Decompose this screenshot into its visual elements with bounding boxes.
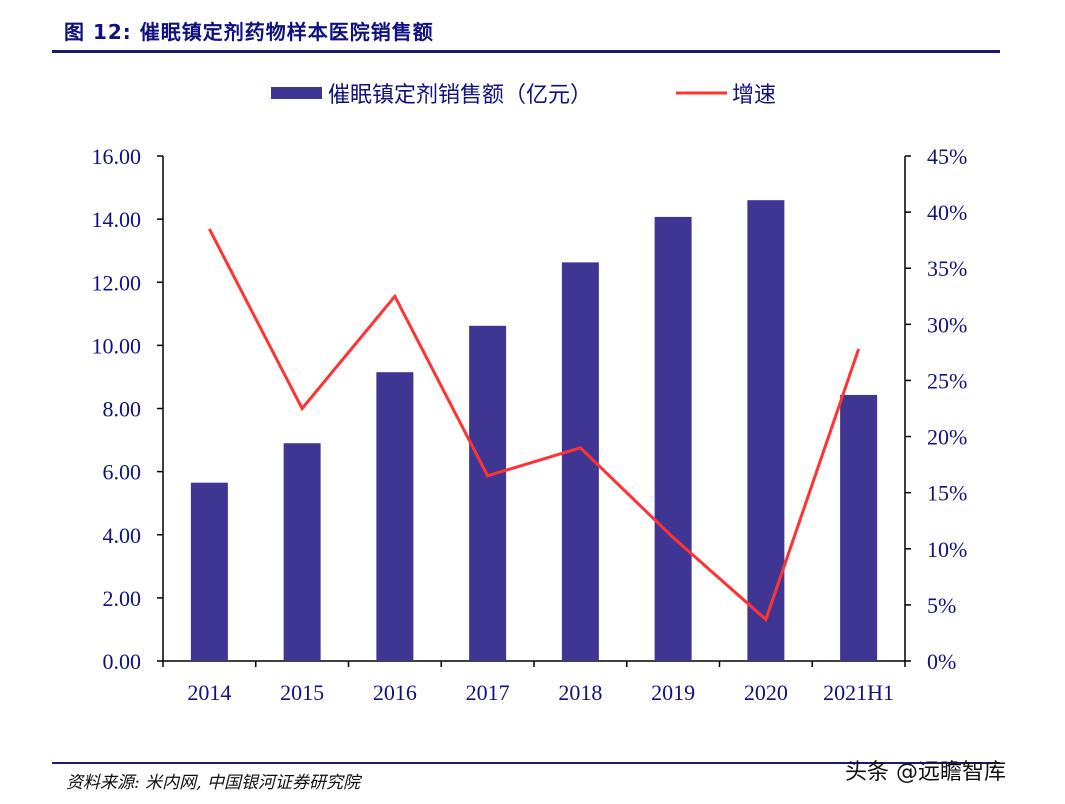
legend: 催眠镇定剂销售额（亿元） 增速: [271, 82, 776, 107]
right-axis-tick-label: 45%: [927, 144, 967, 169]
right-axis-tick-label: 20%: [927, 425, 967, 450]
left-axis-tick-label: 14.00: [92, 207, 142, 232]
left-axis-tick-label: 12.00: [92, 270, 142, 295]
bar: [747, 200, 785, 661]
x-axis-tick-label: 2015: [280, 680, 324, 705]
source-note: 资料来源: 米内网, 中国银河证券研究院: [66, 773, 360, 793]
bar: [469, 325, 507, 661]
right-axis-tick-label: 35%: [927, 256, 967, 281]
bar: [283, 443, 321, 661]
line-series: [208, 228, 861, 623]
legend-bar-label: 催眠镇定剂销售额（亿元）: [328, 82, 592, 107]
right-axis-tick-label: 30%: [927, 312, 967, 337]
title-divider: [52, 50, 1000, 53]
right-axis-tick-label: 0%: [927, 649, 956, 674]
bar: [376, 372, 414, 661]
x-axis-tick-label: 2016: [373, 680, 417, 705]
growth-line: [208, 228, 861, 623]
left-axis-tick-label: 10.00: [92, 333, 142, 358]
legend-line-label: 增速: [732, 82, 776, 107]
legend-bar-swatch: [271, 87, 322, 99]
left-axis-tick-label: 0.00: [103, 649, 142, 674]
right-axis-tick-label: 10%: [927, 537, 967, 562]
x-axis-tick-label: 2020: [744, 680, 788, 705]
right-axis-tick-label: 15%: [927, 481, 967, 506]
left-axis-tick-label: 16.00: [92, 144, 142, 169]
bar-series: [190, 200, 878, 661]
right-axis-tick-label: 5%: [927, 593, 956, 618]
right-axis-tick-label: 40%: [927, 200, 967, 225]
bar: [654, 216, 692, 661]
axes: 0.00 2.00 4.00 6.00 8.00 10.00 12.00 14.00 16.00…: [92, 144, 968, 705]
left-axis-tick-label: 4.00: [103, 523, 142, 548]
left-axis-tick-label: 2.00: [103, 586, 142, 611]
source-divider: [52, 762, 1000, 764]
figure-title: 图 12: 催眠镇定剂药物样本医院销售额: [64, 20, 434, 44]
x-axis-tick-label: 2014: [187, 680, 231, 705]
left-axis-tick-label: 6.00: [103, 460, 142, 485]
bar: [190, 482, 228, 661]
x-axis-tick-label: 2018: [558, 680, 602, 705]
watermark: 头条 @远瞻智库: [845, 760, 1006, 785]
x-axis-tick-label: 2017: [466, 680, 510, 705]
x-axis-tick-label: 2021H1: [823, 680, 894, 705]
left-axis-tick-label: 8.00: [103, 397, 142, 422]
bar: [840, 394, 878, 661]
right-axis-tick-label: 25%: [927, 368, 967, 393]
x-axis-tick-label: 2019: [651, 680, 695, 705]
